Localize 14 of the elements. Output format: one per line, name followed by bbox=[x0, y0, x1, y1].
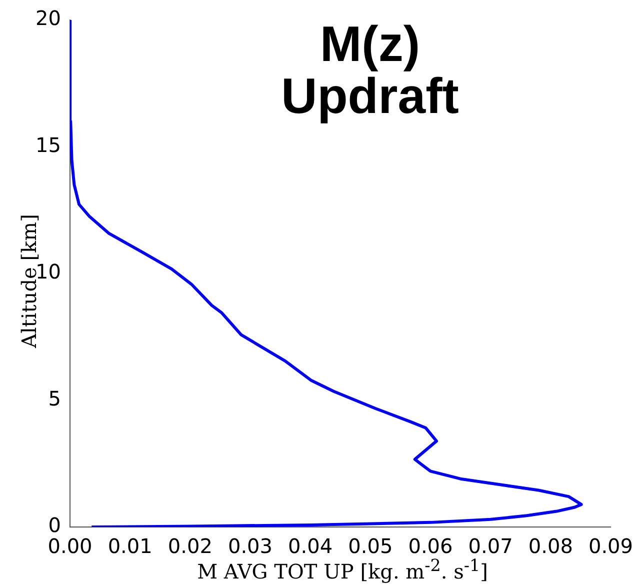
x-tick-label: 0.06 bbox=[408, 534, 453, 558]
text: M(z) Updraft bbox=[280, 16, 460, 124]
x-tick-label: 0.09 bbox=[588, 534, 633, 558]
x-tick-label: 0.08 bbox=[528, 534, 573, 558]
x-tick-label: 0.02 bbox=[168, 534, 212, 558]
x-tick-label: 0.04 bbox=[288, 534, 333, 558]
x-tick-label: 0.07 bbox=[468, 534, 513, 558]
y-tick-label: 5 bbox=[48, 386, 61, 410]
x-tick-label: 0.05 bbox=[348, 534, 393, 558]
x-axis-title: M AVG TOT UP [kg. m$^{-2}$. s$^{-1}$] bbox=[197, 556, 488, 584]
y-tick-label: 20 bbox=[36, 6, 61, 30]
x-tick-label: 0.01 bbox=[108, 534, 152, 558]
y-tick-label: 15 bbox=[36, 132, 61, 157]
x-tick-label: 0.03 bbox=[228, 534, 273, 558]
